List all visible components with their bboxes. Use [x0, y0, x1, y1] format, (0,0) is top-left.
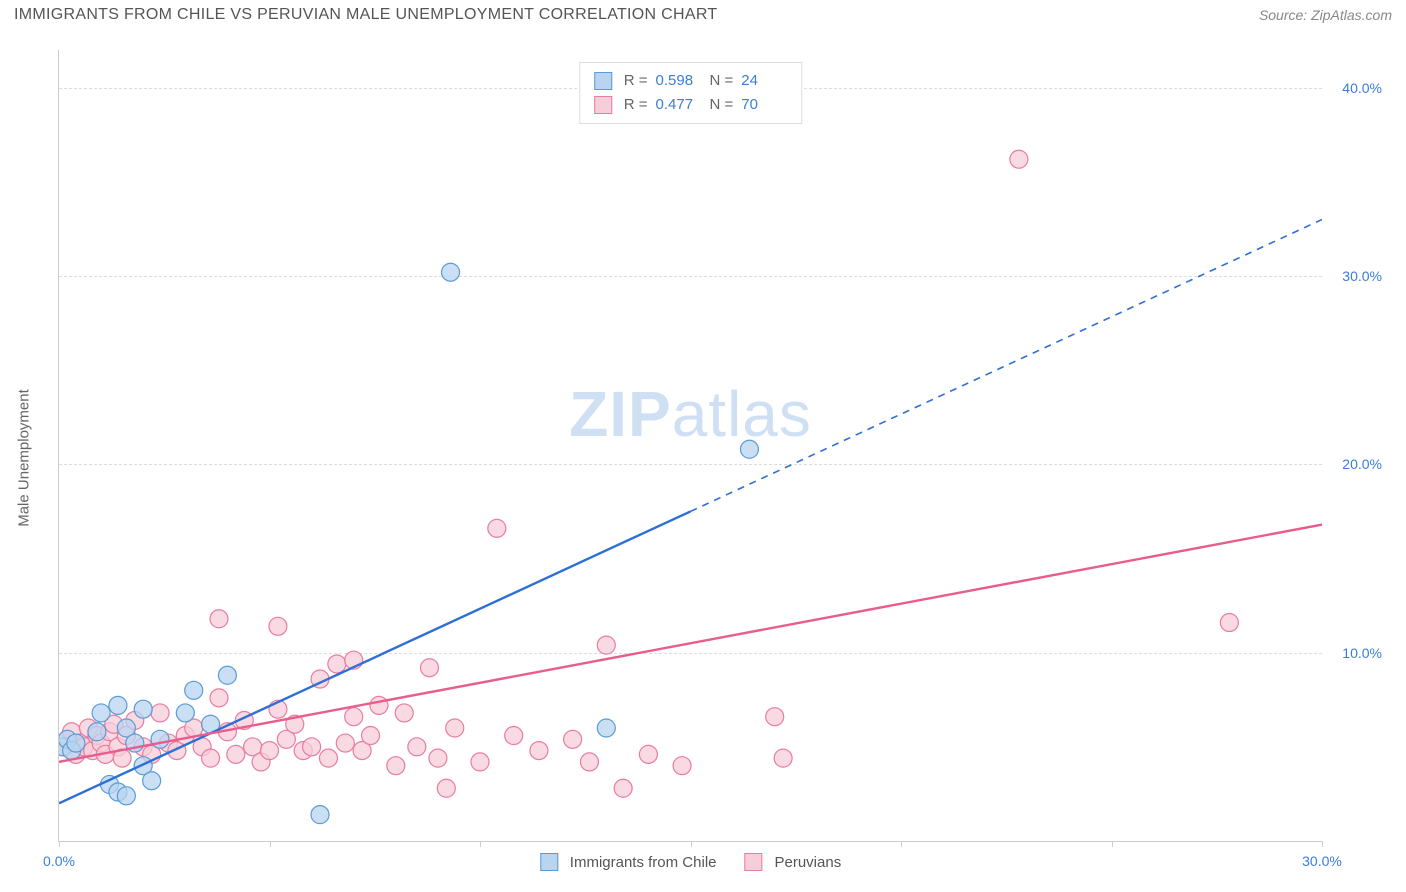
- scatter-plot-svg: [59, 50, 1322, 841]
- n-value-chile: 24: [741, 69, 787, 93]
- legend-item-chile: Immigrants from Chile: [540, 853, 717, 871]
- swatch-peruvians-icon: [745, 853, 763, 871]
- x-tick: [270, 841, 271, 847]
- chart-container: Male Unemployment ZIPatlas R = 0.598 N =…: [14, 38, 1392, 878]
- legend-row-peruvians: R = 0.477 N = 70: [594, 93, 788, 117]
- swatch-chile: [594, 72, 612, 90]
- x-tick: [480, 841, 481, 847]
- swatch-chile-icon: [540, 853, 558, 871]
- swatch-peruvians: [594, 96, 612, 114]
- legend-label-peruvians: Peruvians: [775, 854, 842, 871]
- x-tick-label: 0.0%: [43, 853, 75, 869]
- n-label: N =: [710, 93, 734, 117]
- r-label: R =: [624, 69, 648, 93]
- x-tick: [691, 841, 692, 847]
- chart-source: Source: ZipAtlas.com: [1259, 7, 1392, 23]
- y-axis-title: Male Unemployment: [16, 389, 33, 527]
- chart-title: IMMIGRANTS FROM CHILE VS PERUVIAN MALE U…: [14, 6, 717, 24]
- correlation-legend: R = 0.598 N = 24 R = 0.477 N = 70: [579, 62, 803, 124]
- x-tick-label: 30.0%: [1302, 853, 1342, 869]
- y-tick-label: 30.0%: [1328, 268, 1382, 284]
- n-label: N =: [710, 69, 734, 93]
- r-label: R =: [624, 93, 648, 117]
- x-tick: [1322, 841, 1323, 847]
- x-tick: [1112, 841, 1113, 847]
- n-value-peruvians: 70: [741, 93, 787, 117]
- legend-row-chile: R = 0.598 N = 24: [594, 69, 788, 93]
- series-legend: Immigrants from Chile Peruvians: [540, 853, 841, 871]
- r-value-peruvians: 0.477: [656, 93, 702, 117]
- x-tick: [901, 841, 902, 847]
- plot-area: ZIPatlas R = 0.598 N = 24 R = 0.477 N = …: [58, 50, 1322, 842]
- y-tick-label: 20.0%: [1328, 456, 1382, 472]
- x-tick: [59, 841, 60, 847]
- legend-item-peruvians: Peruvians: [745, 853, 842, 871]
- y-tick-label: 10.0%: [1328, 645, 1382, 661]
- r-value-chile: 0.598: [656, 69, 702, 93]
- chart-header: IMMIGRANTS FROM CHILE VS PERUVIAN MALE U…: [0, 0, 1406, 28]
- legend-label-chile: Immigrants from Chile: [570, 854, 717, 871]
- y-tick-label: 40.0%: [1328, 80, 1382, 96]
